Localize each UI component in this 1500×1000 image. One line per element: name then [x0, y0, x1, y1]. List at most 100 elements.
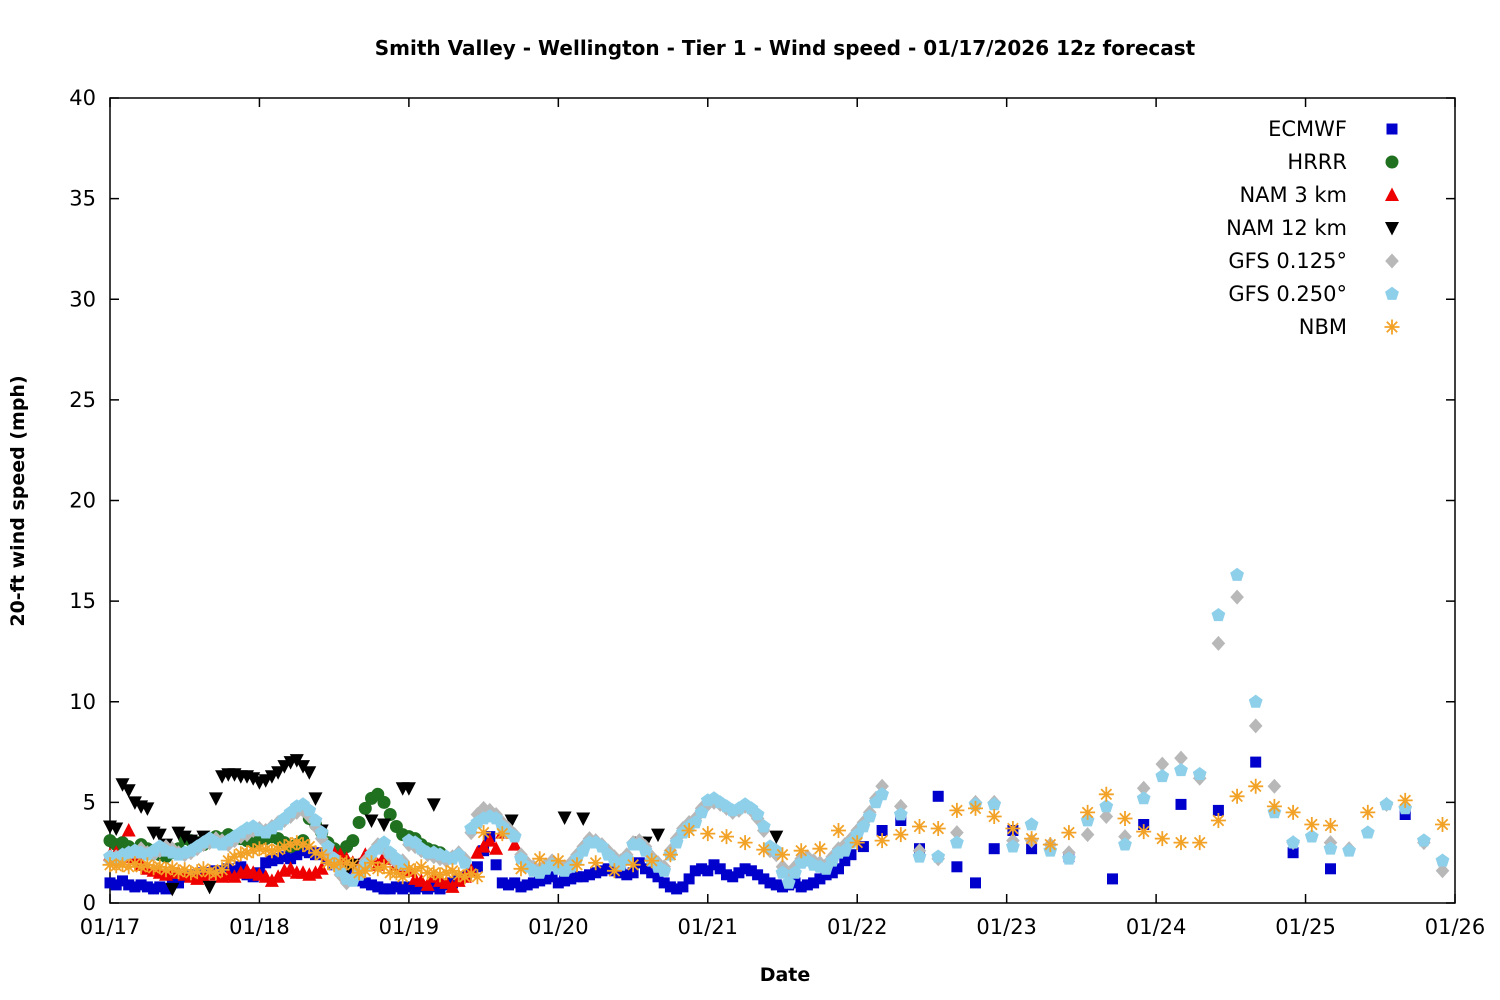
data-point [750, 807, 765, 821]
data-point [590, 867, 602, 879]
legend-marker-icon [1386, 123, 1398, 135]
data-point [1211, 608, 1226, 622]
data-point [258, 842, 274, 858]
data-point [683, 873, 695, 885]
data-point [227, 849, 242, 865]
data-point [671, 883, 683, 895]
data-point [285, 853, 297, 865]
data-point [503, 879, 514, 891]
data-point [646, 867, 658, 879]
data-point [202, 880, 217, 895]
data-point [527, 877, 539, 889]
x-tick-label: 01/23 [976, 915, 1037, 939]
data-point [420, 877, 435, 891]
data-point [1287, 847, 1299, 859]
data-point [1099, 809, 1114, 824]
data-point [451, 867, 467, 883]
legend-label: HRRR [1287, 150, 1347, 174]
data-point [140, 802, 155, 816]
data-point [471, 861, 483, 873]
data-point [621, 869, 633, 881]
data-point [1323, 841, 1338, 855]
data-point [808, 877, 820, 889]
data-point [546, 871, 558, 883]
legend-item: ECMWF [1268, 117, 1398, 141]
data-point [438, 865, 454, 881]
data-point [104, 877, 116, 889]
data-point [413, 859, 429, 875]
data-point [233, 846, 249, 862]
data-point [987, 797, 1002, 811]
data-point [1304, 829, 1319, 843]
data-point [1230, 589, 1244, 605]
data-point [308, 865, 323, 879]
data-point [540, 873, 552, 885]
data-point [189, 864, 205, 880]
data-point [1342, 843, 1356, 857]
legend-item: NAM 3 km [1239, 183, 1399, 207]
data-point [377, 835, 391, 849]
data-point [239, 845, 255, 861]
data-point [739, 863, 751, 875]
data-point [482, 833, 497, 847]
data-point [409, 883, 421, 895]
data-point [534, 875, 546, 887]
legend-label: GFS 0.125° [1228, 249, 1347, 273]
data-point [121, 784, 136, 798]
data-point [208, 865, 224, 881]
data-point [1266, 798, 1282, 814]
data-point [1210, 813, 1226, 828]
data-point [351, 865, 367, 881]
data-point [432, 867, 448, 883]
data-point [1248, 694, 1263, 708]
series-nbm [102, 778, 1450, 885]
data-point [513, 861, 529, 877]
data-point [688, 815, 703, 829]
data-point [1107, 873, 1118, 885]
legend-label: NBM [1299, 315, 1347, 339]
legend: ECMWF HRRR NAM 3 km NAM 12 km GFS 0.125° GFS … [1226, 117, 1400, 339]
data-point [401, 782, 416, 796]
data-point [352, 816, 366, 829]
data-point [970, 877, 981, 889]
data-point [458, 855, 472, 869]
data-point [1250, 756, 1262, 768]
data-point [793, 843, 809, 859]
data-point [719, 829, 734, 845]
data-point [721, 869, 732, 881]
y-tick-label: 20 [69, 489, 96, 513]
data-point [1099, 799, 1114, 813]
data-point [700, 826, 716, 842]
data-point [764, 877, 776, 889]
data-point [895, 815, 907, 826]
data-point [171, 826, 186, 841]
data-point [577, 871, 589, 883]
data-point [1417, 833, 1431, 847]
data-point [121, 859, 137, 875]
legend-item: NAM 12 km [1226, 216, 1399, 240]
data-point [1136, 824, 1152, 840]
x-tick-label: 01/18 [229, 915, 290, 939]
data-point [781, 875, 796, 889]
data-point [276, 839, 292, 855]
data-point [127, 796, 142, 810]
data-point [507, 829, 522, 843]
data-point [251, 841, 267, 857]
data-point [950, 835, 964, 849]
data-point [677, 881, 689, 893]
data-point [532, 851, 548, 867]
data-point [833, 863, 844, 875]
y-tick-label: 40 [69, 86, 96, 110]
data-point [1155, 769, 1170, 783]
data-point [295, 837, 311, 853]
data-point [1286, 835, 1300, 849]
data-point [158, 862, 174, 878]
data-point [1248, 718, 1263, 734]
y-tick-label: 35 [69, 187, 96, 211]
data-point [845, 849, 857, 861]
data-point [146, 860, 162, 876]
data-point [390, 881, 402, 893]
data-point [108, 858, 124, 874]
